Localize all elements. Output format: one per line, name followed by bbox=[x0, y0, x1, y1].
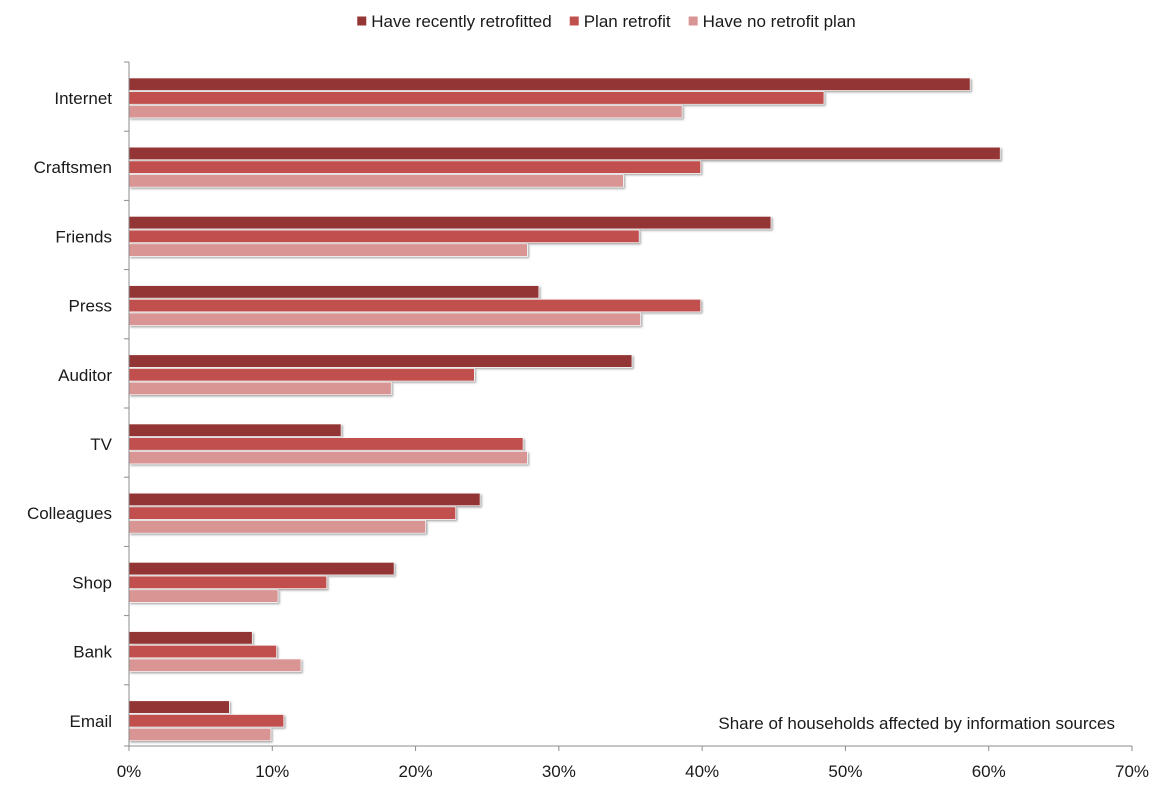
legend-marker-have-no-retrofit-plan bbox=[688, 16, 698, 26]
x-tick-label-60: 60% bbox=[972, 762, 1006, 781]
legend-label-plan-retrofit: Plan retrofit bbox=[584, 12, 671, 31]
bar-auditor-plan-retrofit bbox=[128, 368, 475, 382]
axes: 0% 10% 20% 30% 40% 50% 60% 70% bbox=[117, 61, 1149, 781]
category-label-tv: TV bbox=[90, 435, 112, 454]
category-label-internet: Internet bbox=[54, 89, 112, 108]
labels: Internet Craftsmen Friends Press Auditor TV Co… bbox=[27, 89, 113, 731]
x-tick-label-10: 10% bbox=[255, 762, 289, 781]
category-label-friends: Friends bbox=[55, 227, 112, 246]
x-tick-label-30: 30% bbox=[542, 762, 576, 781]
legend: Have recently retrofitted Plan retrofit Ha… bbox=[357, 12, 856, 31]
bar-shop-plan-retrofit bbox=[128, 575, 328, 589]
bar-internet-have-no-retrofit-plan bbox=[128, 105, 683, 119]
category-label-craftsmen: Craftsmen bbox=[34, 158, 112, 177]
category-label-press: Press bbox=[69, 297, 112, 316]
bar-tv-have-no-retrofit-plan bbox=[128, 451, 528, 465]
bar-press-have-no-retrofit-plan bbox=[128, 312, 641, 326]
legend-label-have-recently-retrofitted: Have recently retrofitted bbox=[371, 12, 551, 31]
chart-annotation: Share of households affected by informat… bbox=[718, 714, 1115, 733]
bar-colleagues-have-recently-retrofitted bbox=[128, 492, 481, 507]
bar-bank-have-no-retrofit-plan bbox=[128, 658, 302, 672]
legend-marker-plan-retrofit bbox=[569, 16, 579, 26]
bar-auditor-have-recently-retrofitted bbox=[128, 354, 633, 368]
category-label-shop: Shop bbox=[72, 573, 112, 592]
bar-friends-plan-retrofit bbox=[128, 229, 640, 243]
legend-label-have-no-retrofit-plan: Have no retrofit plan bbox=[703, 12, 856, 31]
x-tick-label-20: 20% bbox=[399, 762, 433, 781]
bar-email-have-no-retrofit-plan bbox=[128, 727, 272, 742]
x-tick-label-40: 40% bbox=[685, 762, 719, 781]
bar-auditor-have-no-retrofit-plan bbox=[128, 381, 392, 396]
bar-colleagues-have-no-retrofit-plan bbox=[128, 520, 426, 534]
x-tick-label-0: 0% bbox=[117, 762, 142, 781]
bar-tv-plan-retrofit bbox=[128, 437, 524, 451]
bar-shop-have-no-retrofit-plan bbox=[128, 589, 279, 603]
bar-email-have-recently-retrofitted bbox=[128, 700, 230, 714]
bar-colleagues-plan-retrofit bbox=[128, 506, 456, 520]
x-tick-label-50: 50% bbox=[828, 762, 862, 781]
bar-craftsmen-have-recently-retrofitted bbox=[128, 146, 1001, 160]
bar-press-plan-retrofit bbox=[128, 298, 702, 313]
bar-internet-plan-retrofit bbox=[128, 91, 825, 105]
category-label-colleagues: Colleagues bbox=[27, 504, 112, 523]
x-tick-label-70: 70% bbox=[1115, 762, 1149, 781]
bar-shop-have-recently-retrofitted bbox=[128, 562, 395, 576]
bar-friends-have-no-retrofit-plan bbox=[128, 243, 528, 257]
bar-internet-have-recently-retrofitted bbox=[128, 77, 971, 91]
bar-friends-have-recently-retrofitted bbox=[128, 216, 772, 230]
bars bbox=[128, 77, 1001, 742]
category-label-auditor: Auditor bbox=[58, 366, 112, 385]
bar-press-have-recently-retrofitted bbox=[128, 285, 540, 299]
bar-craftsmen-plan-retrofit bbox=[128, 160, 702, 174]
bar-craftsmen-have-no-retrofit-plan bbox=[128, 174, 624, 188]
legend-marker-have-recently-retrofitted bbox=[357, 16, 367, 26]
category-label-bank: Bank bbox=[73, 643, 112, 662]
bar-bank-plan-retrofit bbox=[128, 644, 277, 659]
bar-email-plan-retrofit bbox=[128, 714, 285, 728]
bar-bank-have-recently-retrofitted bbox=[128, 631, 253, 645]
bar-tv-have-recently-retrofitted bbox=[128, 423, 342, 437]
category-label-email: Email bbox=[69, 712, 112, 731]
